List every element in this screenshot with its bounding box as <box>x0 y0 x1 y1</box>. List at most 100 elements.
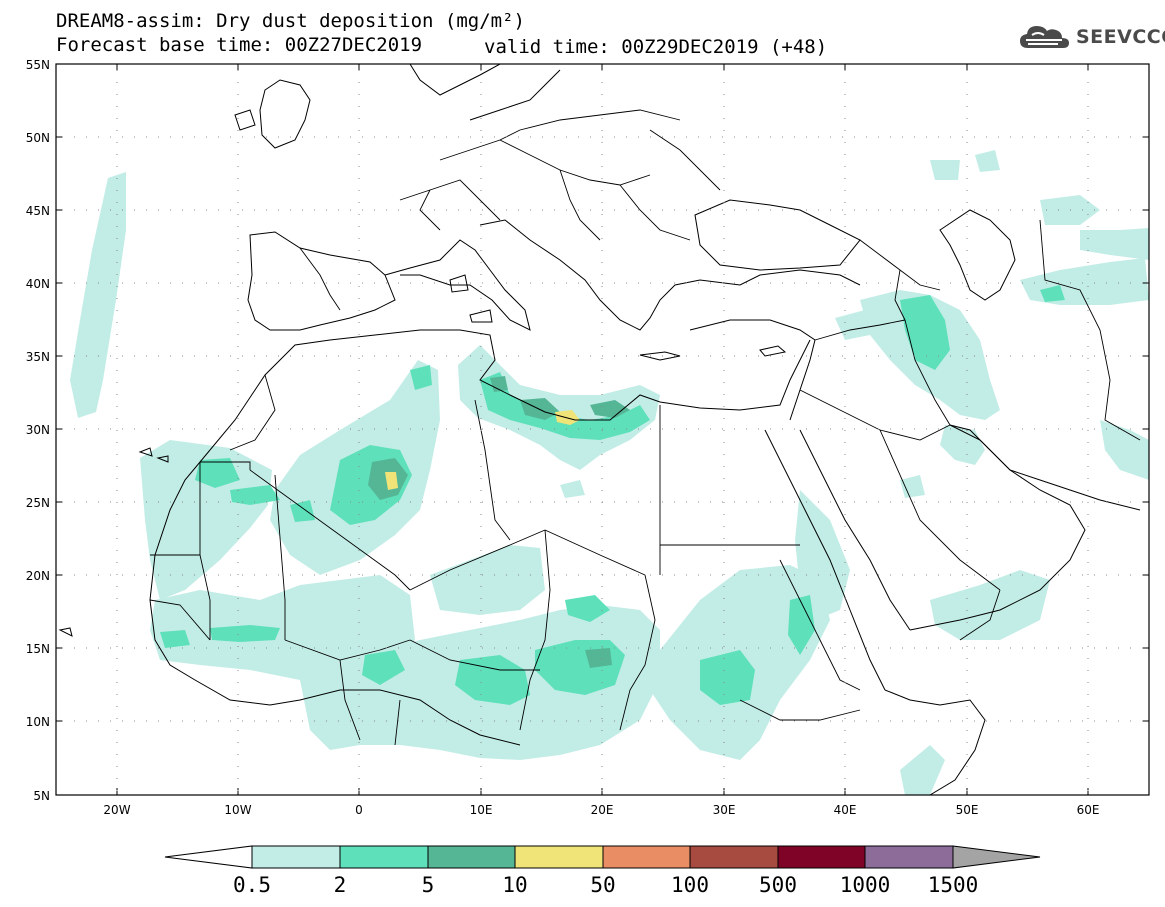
grid-dot <box>602 282 603 284</box>
lat-label: 20N <box>26 569 50 583</box>
grid-dot <box>302 355 303 357</box>
grid-dot <box>638 209 639 211</box>
grid-dot <box>601 454 603 455</box>
grid-dot <box>966 490 968 491</box>
grid-dot <box>601 298 603 299</box>
grid-dot <box>966 298 968 299</box>
grid-dot <box>601 706 603 707</box>
grid-dot <box>723 250 725 251</box>
grid-dot <box>237 94 239 95</box>
grid-dot <box>566 574 567 576</box>
grid-dot <box>662 209 663 211</box>
grid-dot <box>614 720 615 722</box>
colorbar-bin <box>427 845 516 869</box>
grid-dot <box>206 720 207 722</box>
grid-dot <box>237 298 239 299</box>
grid-dot <box>818 501 819 503</box>
grid-dot <box>542 428 543 430</box>
grid-dot <box>434 209 435 211</box>
grid-dot <box>770 209 771 211</box>
grid-dot <box>170 501 171 503</box>
grid-dot <box>806 574 807 576</box>
grid-dot <box>1130 574 1131 576</box>
grid-dot <box>358 286 360 287</box>
grid-dot <box>602 136 603 138</box>
grid-dot <box>950 355 951 357</box>
grid-dot <box>530 282 531 284</box>
grid-dot <box>723 142 725 143</box>
grid-dot <box>966 334 968 335</box>
grid-dot <box>723 550 725 551</box>
grid-dot <box>1130 720 1131 722</box>
grid-dot <box>722 428 723 430</box>
grid-dot <box>98 355 99 357</box>
grid-dot <box>844 106 846 107</box>
grid-dot <box>237 130 239 131</box>
grid-dot <box>237 238 239 239</box>
grid-dot <box>723 742 725 743</box>
grid-dot <box>290 355 291 357</box>
lat-label: 45N <box>26 204 50 218</box>
grid-dot <box>966 322 968 323</box>
grid-dot <box>1142 355 1143 357</box>
grid-dot <box>601 166 603 167</box>
grid-dot <box>62 136 63 138</box>
grid-dot <box>914 428 915 430</box>
grid-dot <box>723 610 725 611</box>
grid-dot <box>237 286 239 287</box>
grid-dot <box>506 136 507 138</box>
grid-dot <box>650 428 651 430</box>
grid-dot <box>601 766 603 767</box>
grid-dot <box>986 501 987 503</box>
grid-dot <box>1087 166 1089 167</box>
grid-dot <box>358 334 360 335</box>
grid-dot <box>626 647 627 649</box>
grid-dot <box>966 394 968 395</box>
grid-dot <box>638 136 639 138</box>
grid-dot <box>470 647 471 649</box>
grid-dot <box>614 136 615 138</box>
grid-dot <box>518 428 519 430</box>
grid-dot <box>254 574 255 576</box>
grid-dot <box>1087 214 1089 215</box>
grid-dot <box>601 538 603 539</box>
grid-dot <box>237 406 239 407</box>
grid-dot <box>458 355 459 357</box>
grid-dot <box>314 647 315 649</box>
grid-dot <box>237 466 239 467</box>
grid-dot <box>962 282 963 284</box>
grid-dot <box>530 209 531 211</box>
grid-dot <box>758 720 759 722</box>
grid-dot <box>601 550 603 551</box>
grid-dot <box>830 574 831 576</box>
grid-dot <box>242 501 243 503</box>
grid-dot <box>110 647 111 649</box>
grid-dot <box>237 610 239 611</box>
grid-dot <box>1022 282 1023 284</box>
grid-dot <box>194 209 195 211</box>
grid-dot <box>844 262 846 263</box>
grid-dot <box>237 598 239 599</box>
grid-dot <box>480 778 482 779</box>
grid-dot <box>662 428 663 430</box>
grid-dot <box>962 647 963 649</box>
grid-dot <box>194 355 195 357</box>
grid-dot <box>842 647 843 649</box>
grid-dot <box>374 355 375 357</box>
grid-dot <box>158 501 159 503</box>
grid-dot <box>806 282 807 284</box>
grid-dot <box>218 355 219 357</box>
grid-dot <box>966 370 968 371</box>
grid-dot <box>662 282 663 284</box>
grid-dot <box>290 209 291 211</box>
grid-dot <box>480 166 482 167</box>
grid-dot <box>116 346 118 347</box>
grid-dot <box>601 598 603 599</box>
grid-dot <box>601 178 603 179</box>
grid-dot <box>326 428 327 430</box>
grid-dot <box>374 136 375 138</box>
grid-dot <box>350 647 351 649</box>
grid-dot <box>966 562 968 563</box>
grid-dot <box>601 94 603 95</box>
grid-dot <box>1087 286 1089 287</box>
